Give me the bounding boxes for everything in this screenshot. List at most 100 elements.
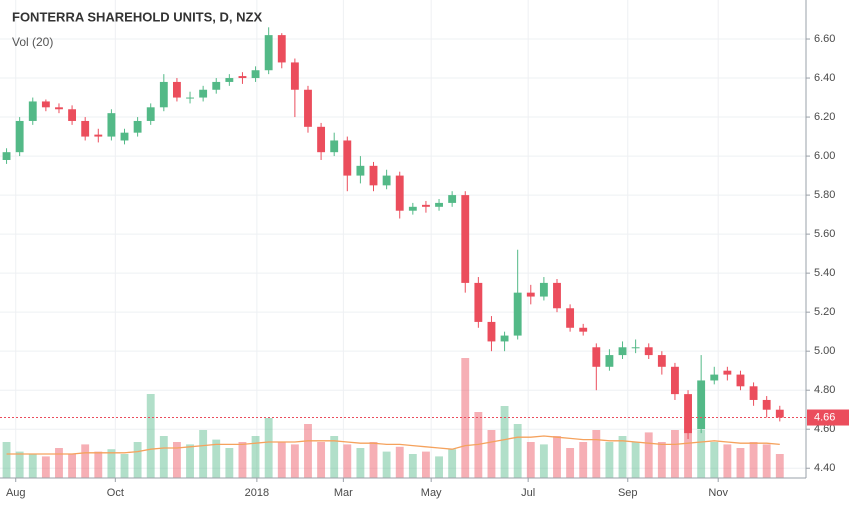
y-tick-label: 5.20: [814, 306, 835, 318]
candle-body: [2, 152, 11, 160]
candle-body: [369, 165, 378, 186]
volume-bar: [2, 442, 11, 478]
volume-bar: [264, 418, 273, 478]
candle-body: [159, 81, 168, 108]
last-price-box: [807, 409, 849, 426]
volume-bar: [68, 454, 77, 478]
candle-body: [290, 62, 299, 90]
candle-body: [317, 126, 326, 153]
candle-body: [461, 195, 470, 283]
x-tick-label: Oct: [107, 487, 124, 499]
candle-body: [448, 195, 457, 203]
x-tick-label: Mar: [334, 487, 353, 499]
y-tick-label: 5.40: [814, 267, 835, 279]
candle-body: [81, 120, 90, 137]
candle-body: [513, 292, 522, 336]
volume-bar: [277, 442, 286, 478]
volume-bar: [317, 442, 326, 478]
candle-body: [566, 308, 575, 328]
volume-bar: [41, 456, 50, 478]
last-price-label: 4.66: [814, 411, 835, 423]
volume-bar: [749, 442, 758, 478]
candle-body: [775, 409, 784, 418]
volume-bar: [592, 430, 601, 478]
candle-body: [15, 120, 24, 153]
volume-bar: [553, 436, 561, 478]
volume-bar: [579, 442, 588, 478]
volume-bar: [28, 454, 37, 478]
candle-body: [500, 335, 509, 342]
volume-bar: [81, 444, 90, 478]
candle-body: [94, 134, 103, 137]
y-tick-label: 5.00: [814, 345, 835, 357]
grid: [0, 0, 806, 478]
x-tick-label: Sep: [618, 487, 638, 499]
x-tick-label: May: [421, 487, 442, 499]
volume-bar: [500, 406, 509, 478]
volume-bar: [448, 449, 457, 478]
volume-bar: [487, 430, 496, 478]
candle-body: [671, 366, 679, 395]
volume-bar: [251, 436, 260, 478]
volume-bar: [304, 424, 312, 478]
y-tick-label: 6.60: [814, 33, 835, 45]
volume-bar: [736, 448, 745, 478]
volume-bar: [631, 442, 640, 478]
candle-body: [474, 282, 483, 322]
volume-bar: [186, 444, 194, 478]
candle-body: [330, 140, 339, 153]
candle-body: [723, 370, 732, 375]
candle-body: [487, 321, 496, 342]
candle-body: [526, 292, 535, 297]
volume-bar: [539, 444, 548, 478]
candle-body: [697, 380, 706, 430]
candle-body: [120, 132, 129, 141]
candle-body: [631, 347, 640, 349]
y-tick-label: 4.60: [814, 423, 835, 435]
candle-body: [539, 282, 548, 297]
volume-bar: [238, 442, 247, 478]
candle-body: [55, 107, 63, 110]
candle-body: [395, 175, 404, 211]
candle-body: [172, 81, 181, 98]
candle-body: [356, 165, 365, 176]
candle-body: [251, 70, 260, 79]
y-tick-label: 6.20: [814, 111, 835, 123]
candle-body: [579, 327, 588, 332]
volume-bar: [408, 454, 417, 478]
candle-body: [264, 35, 273, 71]
volume-bar: [330, 436, 339, 478]
volume-bar: [290, 444, 299, 478]
candle-body: [133, 120, 142, 133]
volume-bar: [94, 451, 103, 478]
y-tick-label: 5.60: [814, 228, 835, 240]
candle-body: [684, 394, 692, 434]
y-tick-label: 6.40: [814, 72, 835, 84]
volume-bar: [159, 436, 168, 478]
indicator-label: Vol (20): [12, 35, 53, 49]
volume-bar: [775, 454, 784, 478]
volume-layer: [2, 358, 784, 478]
candle-body: [107, 113, 116, 137]
volume-bar: [671, 430, 679, 478]
x-tick-label: Nov: [708, 487, 728, 499]
volume-bar: [212, 439, 221, 478]
candle-body: [736, 374, 745, 387]
candle-body: [644, 347, 653, 356]
volume-bar: [422, 451, 430, 478]
candle-body: [749, 386, 758, 400]
candle-body: [225, 78, 234, 82]
candle-body: [212, 81, 221, 90]
volume-bar: [369, 442, 378, 478]
candle-body: [762, 399, 771, 410]
candle-body: [304, 89, 312, 127]
volume-bar: [618, 436, 627, 478]
candle-body: [41, 101, 50, 108]
candle-body: [277, 35, 286, 63]
candle-body: [28, 101, 37, 121]
volume-bar: [723, 444, 732, 478]
x-tick-label: Aug: [6, 487, 26, 499]
